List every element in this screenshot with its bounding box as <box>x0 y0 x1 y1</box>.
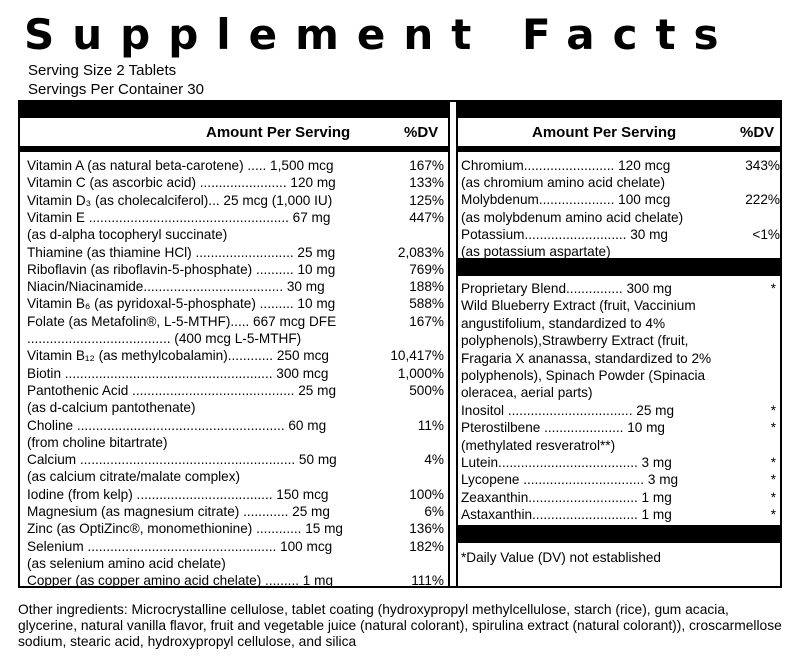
nutrient-row-dv: * <box>770 455 776 470</box>
nutrient-row-dv: 188% <box>409 279 444 295</box>
nutrient-row-dv: 588% <box>409 296 444 312</box>
nutrient-row-dv: 1,000% <box>397 365 444 381</box>
nutrient-row-text: (as chromium amino acid chelate) <box>461 175 665 191</box>
nutrient-row-text: Molybdenum.................... 100 mcg <box>461 192 671 208</box>
nutrient-row-dv: 167% <box>409 313 444 329</box>
divider-bar-right <box>458 146 780 152</box>
nutrient-row-text: Vitamin B₁₂ (as methylcobalamin)........… <box>27 348 329 364</box>
nutrient-row-text: Chromium........................ 120 mcg <box>461 158 671 173</box>
nutrient-row-text: Pantothenic Acid .......................… <box>27 382 337 398</box>
nutrient-row-text: Iodine (from kelp) .....................… <box>27 486 329 502</box>
nutrient-row-text: Biotin .................................… <box>27 365 329 381</box>
nutrient-row-dv: <1% <box>752 226 780 242</box>
nutrient-row-text: Vitamin D₃ (as cholecalciferol)... 25 mc… <box>27 192 333 208</box>
right-amount-header: Amount Per Serving <box>532 124 677 141</box>
nutrient-row-dv: 111% <box>411 573 444 589</box>
nutrient-row-text: polyphenols),Strawberry Extract (fruit, <box>461 333 689 349</box>
footnote: *Daily Value (DV) not established <box>461 550 661 565</box>
nutrient-row-text: Fragaria X ananassa, standardized to 2% <box>461 350 712 366</box>
divider-bar-left <box>20 146 448 152</box>
nutrient-row-text: Zinc (as OptiZinc®, monomethionine) ....… <box>27 521 343 537</box>
nutrient-row-text: Vitamin E ..............................… <box>27 209 331 225</box>
nutrient-row-dv: 10,417% <box>390 348 444 364</box>
nutrient-row-text: (as d-alpha tocopheryl succinate) <box>27 227 228 243</box>
nutrient-row-text: (as d-calcium pantothenate) <box>27 400 196 416</box>
nutrient-row-dv: 500% <box>409 382 444 398</box>
nutrient-row-text: Proprietary Blend............... 300 mg <box>461 281 672 296</box>
nutrient-row-text: Potassium........................... 30 … <box>461 226 668 242</box>
nutrient-row-dv: 2,083% <box>397 244 444 260</box>
nutrient-row-dv: 4% <box>424 452 444 468</box>
nutrient-row-dv: 343% <box>745 158 780 173</box>
nutrient-row-text: (as calcium citrate/malate complex) <box>27 469 241 485</box>
header-bar-right <box>458 102 780 118</box>
nutrient-row-text: Riboflavin (as riboflavin-5-phosphate) .… <box>27 261 336 277</box>
nutrient-row-dv: * <box>770 281 776 296</box>
nutrient-row-dv: 222% <box>745 192 780 208</box>
nutrient-row-dv: 6% <box>424 504 444 519</box>
page-title: Supplement Facts <box>24 10 737 59</box>
nutrient-row-dv: 769% <box>409 261 444 277</box>
nutrient-row-text: (as selenium amino acid chelate) <box>27 555 226 571</box>
header-bar-left <box>20 102 448 118</box>
blend-divider-bar <box>458 258 780 276</box>
other-ingredients: Other ingredients: Microcrystalline cell… <box>18 602 782 649</box>
nutrient-row-text: polyphenols), Spinach Powder (Spinacia <box>461 368 706 383</box>
nutrient-row-text: angustifolium, standardized to 4% <box>461 315 666 331</box>
nutrient-row-text: (as molybdenum amino acid chelate) <box>461 209 684 225</box>
nutrient-row-text: Choline ................................… <box>27 417 327 433</box>
nutrient-row-text: Vitamin C (as ascorbic acid) ...........… <box>27 175 336 191</box>
nutrient-row-text: (from choline bitartrate) <box>27 434 168 450</box>
nutrient-row-text: Lycopene ...............................… <box>461 472 679 488</box>
right-dv-header: %DV <box>740 124 775 141</box>
nutrient-row-dv: * <box>770 507 776 523</box>
nutrient-row-text: Wild Blueberry Extract (fruit, Vaccinium <box>461 298 696 314</box>
nutrient-row-dv: * <box>770 489 776 505</box>
nutrient-row-dv: 182% <box>409 538 444 554</box>
column-divider-left <box>448 100 450 588</box>
nutrient-row-dv: 167% <box>409 158 444 173</box>
nutrient-row-text: Selenium ...............................… <box>27 538 333 554</box>
nutrient-row-dv: 447% <box>409 209 444 225</box>
nutrient-row-dv: * <box>770 420 776 436</box>
nutrient-row-text: Calcium ................................… <box>27 452 337 468</box>
nutrient-row-text: Pterostilbene ..................... 10 m… <box>461 420 665 436</box>
nutrient-row-text: Thiamine (as thiamine HCl) .............… <box>27 244 336 260</box>
serving-size: Serving Size 2 Tablets <box>28 62 177 79</box>
footer-divider-bar <box>458 525 780 543</box>
nutrient-row-text: Lutein..................................… <box>461 455 672 470</box>
nutrient-row-text: Folate (as Metafolin®, L-5-MTHF)..... 66… <box>27 313 337 329</box>
nutrient-row-dv: * <box>770 472 776 488</box>
nutrient-row-text: Vitamin A (as natural beta-carotene) ...… <box>27 158 334 173</box>
nutrient-row-text: Astaxanthin............................ … <box>461 507 672 523</box>
servings-per-container: Servings Per Container 30 <box>28 81 204 98</box>
left-amount-header: Amount Per Serving <box>206 124 351 141</box>
nutrient-row-dv: 136% <box>409 521 444 537</box>
nutrient-row-text: ...................................... (… <box>27 331 302 346</box>
nutrient-row-dv: 133% <box>409 175 444 191</box>
nutrient-row-text: (methylated resveratrol**) <box>461 437 616 453</box>
nutrient-row-text: Vitamin B₆ (as pyridoxal-5-phosphate) ..… <box>27 296 336 312</box>
nutrient-row-text: Zeaxanthin............................. … <box>461 489 672 505</box>
nutrient-row-text: Copper (as copper amino acid chelate) ..… <box>27 573 334 589</box>
nutrient-row-text: Niacin/Niacinamide......................… <box>27 279 325 295</box>
nutrient-row-dv: 125% <box>409 192 444 208</box>
nutrient-row-dv: 100% <box>409 486 444 502</box>
column-divider-right <box>456 100 458 588</box>
nutrient-row-dv: 11% <box>417 417 444 433</box>
nutrient-row-text: (as potassium aspartate) <box>461 244 611 259</box>
nutrient-row-text: Inositol ...............................… <box>461 402 675 418</box>
nutrient-row-text: Magnesium (as magnesium citrate) .......… <box>27 504 330 519</box>
left-dv-header: %DV <box>404 124 439 141</box>
nutrient-row-dv: * <box>770 402 776 418</box>
facts-panel <box>18 100 782 588</box>
nutrient-row-text: oleracea, aerial parts) <box>461 385 593 401</box>
